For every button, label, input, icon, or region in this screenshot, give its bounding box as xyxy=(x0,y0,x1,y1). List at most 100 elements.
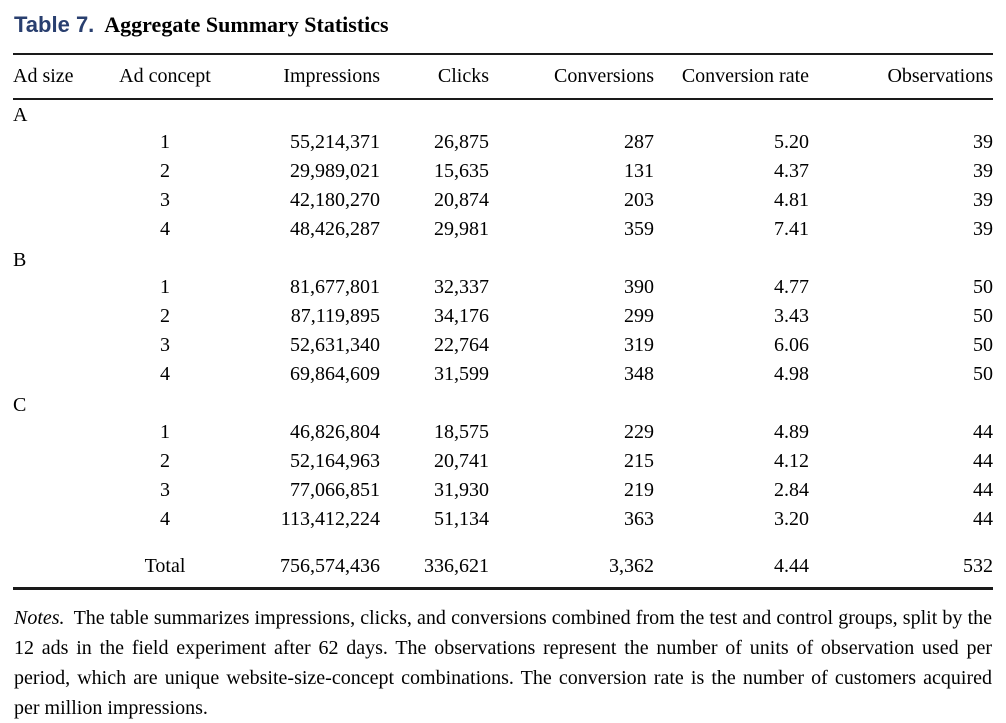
cell-conversions: 229 xyxy=(624,421,654,443)
cell-ad-size xyxy=(13,157,103,186)
cell-conversion-rate: 4.12 xyxy=(774,450,809,472)
cell-conversions: 348 xyxy=(624,363,654,385)
table-row: 1 81,677,801 32,337 390 4.77 50 xyxy=(13,273,993,302)
column-header-conversions: Conversions xyxy=(489,54,654,100)
cell-ad-concept xyxy=(103,534,227,555)
total-row: Total 756,574,436 336,621 3,362 4.44 532 xyxy=(13,555,993,590)
table-row: 2 52,164,963 20,741 215 4.12 44 xyxy=(13,447,993,476)
cell-observations: 44 xyxy=(973,508,993,530)
cell-ad-concept: 2 xyxy=(160,305,170,327)
cell-ad-concept xyxy=(103,389,227,418)
cell-clicks: 32,337 xyxy=(434,276,489,298)
column-header-ad-size: Ad size xyxy=(13,54,103,100)
table-row: 4 113,412,224 51,134 363 3.20 44 xyxy=(13,505,993,534)
cell-impressions: 52,631,340 xyxy=(290,334,380,356)
notes-label: Notes. xyxy=(14,607,65,629)
cell-ad-size xyxy=(13,447,103,476)
cell-conversions: 131 xyxy=(624,160,654,182)
cell-ad-size: C xyxy=(13,393,27,416)
table-title: Table 7. Aggregate Summary Statistics xyxy=(14,12,993,38)
cell-ad-size xyxy=(13,302,103,331)
cell-clicks: 15,635 xyxy=(434,160,489,182)
cell-ad-concept: 1 xyxy=(160,421,170,443)
cell-ad-size xyxy=(13,360,103,389)
cell-clicks: 51,134 xyxy=(434,508,489,530)
cell-clicks: 31,930 xyxy=(434,479,489,501)
cell-observations: 44 xyxy=(973,450,993,472)
cell-ad-size xyxy=(13,215,103,244)
cell-ad-concept: Total xyxy=(103,555,227,590)
notes-text: The table summarizes impressions, clicks… xyxy=(14,607,992,719)
table-body: A 1 55,214,371 26,875 287 5.20 39 2 29,989,021 15… xyxy=(13,99,993,590)
table-row: 4 48,426,287 29,981 359 7.41 39 xyxy=(13,215,993,244)
cell-ad-concept: 3 xyxy=(160,189,170,211)
cell-conversions: 215 xyxy=(624,450,654,472)
cell-impressions xyxy=(227,244,380,273)
cell-observations: 532 xyxy=(809,555,993,590)
cell-observations: 44 xyxy=(973,479,993,501)
cell-ad-size: B xyxy=(13,248,27,271)
cell-observations xyxy=(809,244,993,273)
cell-conversions: 319 xyxy=(624,334,654,356)
cell-conversions xyxy=(489,534,654,555)
cell-ad-size xyxy=(13,555,103,590)
cell-observations: 50 xyxy=(973,363,993,385)
cell-conversion-rate: 2.84 xyxy=(774,479,809,501)
cell-clicks xyxy=(380,244,489,273)
cell-conversions: 359 xyxy=(624,218,654,240)
cell-observations: 50 xyxy=(973,334,993,356)
cell-clicks xyxy=(380,99,489,128)
cell-ad-concept: 3 xyxy=(160,334,170,356)
cell-observations: 39 xyxy=(973,189,993,211)
cell-impressions: 113,412,224 xyxy=(280,508,380,530)
table-title-text: Aggregate Summary Statistics xyxy=(104,12,389,37)
cell-ad-concept: 4 xyxy=(160,508,170,530)
cell-ad-size xyxy=(13,331,103,360)
column-header-conversion-rate: Conversion rate xyxy=(654,54,809,100)
cell-conversions: 219 xyxy=(624,479,654,501)
cell-observations xyxy=(809,389,993,418)
table-row: 1 46,826,804 18,575 229 4.89 44 xyxy=(13,418,993,447)
cell-clicks xyxy=(380,389,489,418)
cell-ad-size xyxy=(13,418,103,447)
cell-conversion-rate: 3.43 xyxy=(774,305,809,327)
cell-observations xyxy=(809,534,993,555)
cell-conversion-rate: 5.20 xyxy=(774,131,809,153)
cell-clicks: 34,176 xyxy=(434,305,489,327)
cell-conversions: 203 xyxy=(624,189,654,211)
cell-conversion-rate xyxy=(654,99,809,128)
cell-conversions: 363 xyxy=(624,508,654,530)
cell-clicks: 20,874 xyxy=(434,189,489,211)
table-row: 2 87,119,895 34,176 299 3.43 50 xyxy=(13,302,993,331)
cell-impressions xyxy=(227,389,380,418)
cell-ad-size xyxy=(13,128,103,157)
cell-clicks: 336,621 xyxy=(380,555,489,590)
cell-impressions: 29,989,021 xyxy=(290,160,380,182)
table-row: 3 52,631,340 22,764 319 6.06 50 xyxy=(13,331,993,360)
cell-impressions: 87,119,895 xyxy=(290,305,380,327)
cell-ad-concept: 1 xyxy=(160,276,170,298)
cell-ad-size xyxy=(13,476,103,505)
cell-conversions xyxy=(489,99,654,128)
cell-ad-concept xyxy=(103,244,227,273)
table-row: 2 29,989,021 15,635 131 4.37 39 xyxy=(13,157,993,186)
cell-clicks: 20,741 xyxy=(434,450,489,472)
summary-statistics-table: Ad size Ad concept Impressions Clicks Co… xyxy=(13,53,993,590)
cell-impressions: 55,214,371 xyxy=(290,131,380,153)
cell-ad-size xyxy=(13,534,103,555)
cell-conversion-rate: 4.89 xyxy=(774,421,809,443)
column-header-ad-concept: Ad concept xyxy=(103,54,227,100)
cell-conversion-rate: 4.81 xyxy=(774,189,809,211)
column-header-observations: Observations xyxy=(809,54,993,100)
cell-conversions xyxy=(489,244,654,273)
cell-conversion-rate: 7.41 xyxy=(774,218,809,240)
cell-impressions: 69,864,609 xyxy=(290,363,380,385)
cell-conversion-rate xyxy=(654,244,809,273)
cell-conversions: 390 xyxy=(624,276,654,298)
cell-impressions: 48,426,287 xyxy=(290,218,380,240)
cell-impressions: 52,164,963 xyxy=(290,450,380,472)
cell-conversion-rate xyxy=(654,534,809,555)
cell-observations: 39 xyxy=(973,131,993,153)
table-row: 1 55,214,371 26,875 287 5.20 39 xyxy=(13,128,993,157)
cell-ad-concept: 2 xyxy=(160,450,170,472)
